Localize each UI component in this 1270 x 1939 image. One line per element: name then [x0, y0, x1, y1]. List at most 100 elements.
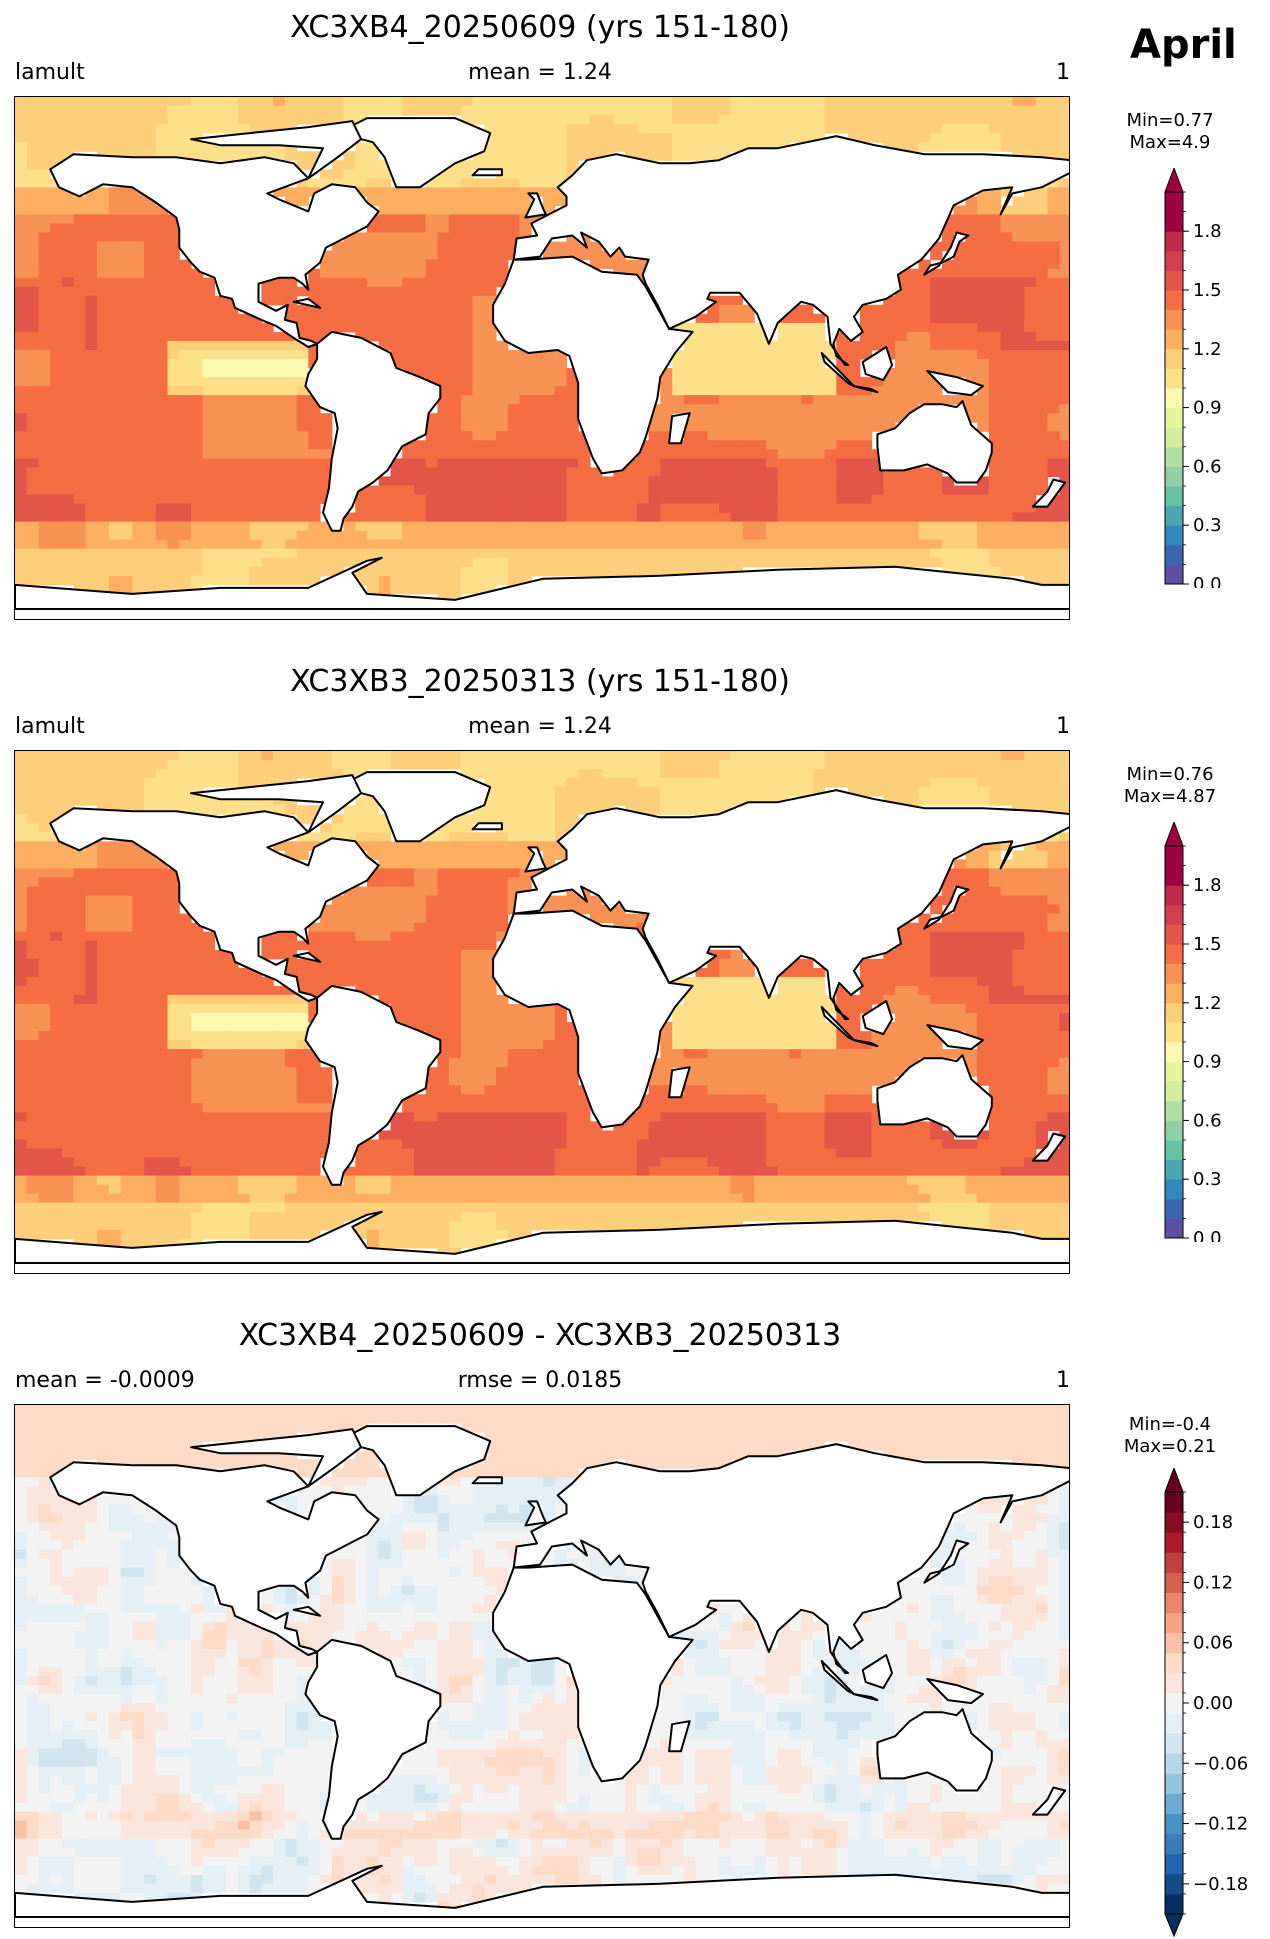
field-cell	[613, 548, 626, 559]
field-cell	[554, 760, 567, 770]
field-cell	[789, 133, 802, 143]
field-cell	[1035, 778, 1049, 788]
field-cell	[191, 377, 204, 387]
field-cell	[613, 787, 626, 797]
field-cell	[237, 530, 251, 541]
field-cell	[507, 530, 521, 541]
field-cell	[284, 313, 298, 324]
field-cell	[61, 277, 75, 288]
field-cell	[167, 976, 180, 987]
field-cell	[85, 895, 98, 906]
field-cell	[988, 268, 1002, 279]
field-cell	[484, 778, 497, 788]
field-cell	[85, 295, 98, 306]
field-cell	[1059, 868, 1069, 878]
field-cell	[73, 940, 86, 951]
field-cell	[191, 458, 204, 468]
field-cell	[1012, 877, 1025, 888]
field-cell	[824, 503, 837, 514]
field-cell	[648, 530, 661, 541]
colorbar-segment	[1165, 466, 1183, 487]
field-cell	[836, 503, 849, 514]
field-cell	[132, 850, 145, 860]
field-cell	[777, 503, 790, 514]
field-cell	[61, 967, 75, 978]
field-cell	[988, 548, 1002, 559]
field-cell	[695, 557, 708, 568]
field-cell	[730, 467, 743, 477]
field-cell	[801, 97, 814, 107]
field-cell	[507, 386, 521, 396]
field-cell	[812, 413, 826, 423]
field-cell	[1035, 967, 1049, 978]
field-cell	[484, 814, 497, 824]
field-cell	[355, 313, 368, 324]
field-cell	[402, 850, 415, 860]
field-cell	[273, 476, 286, 486]
field-cell	[460, 904, 474, 915]
field-cell	[61, 976, 75, 987]
field-cell	[953, 205, 966, 215]
field-cell	[367, 97, 380, 107]
field-cell	[507, 886, 521, 897]
field-cell	[97, 350, 110, 360]
field-cell	[155, 931, 169, 942]
field-cell	[930, 340, 943, 351]
field-cell	[554, 106, 567, 116]
field-cell	[120, 778, 133, 788]
field-cell	[460, 877, 474, 888]
field-cell	[977, 359, 990, 369]
field-cell	[202, 440, 215, 450]
field-cell	[132, 404, 145, 414]
field-cell	[977, 286, 990, 297]
field-cell	[38, 286, 51, 297]
field-cell	[38, 922, 51, 933]
field-cell	[97, 286, 110, 297]
field-cell	[331, 115, 345, 125]
field-cell	[120, 940, 133, 951]
field-cell	[965, 232, 978, 243]
field-cell	[144, 331, 157, 342]
field-cell	[120, 751, 133, 761]
field-cell	[15, 286, 28, 297]
field-cell	[38, 557, 51, 568]
field-cell	[941, 895, 955, 906]
field-cell	[777, 787, 790, 797]
field-cell	[85, 350, 98, 360]
field-cell	[742, 503, 755, 514]
field-cell	[519, 503, 532, 514]
field-cell	[85, 97, 98, 107]
field-cell	[1047, 151, 1060, 161]
field-cell	[941, 521, 955, 532]
field-cell	[449, 530, 462, 541]
field-cell	[26, 97, 39, 107]
field-cell	[355, 539, 368, 550]
field-cell	[108, 940, 122, 951]
field-cell	[789, 322, 802, 333]
field-cell	[273, 494, 286, 505]
field-cell	[871, 530, 884, 541]
field-cell	[226, 476, 239, 486]
field-cell	[472, 178, 485, 188]
field-cell	[507, 422, 521, 432]
field-cell	[507, 377, 521, 387]
field-cell	[97, 877, 110, 888]
field-cell	[988, 259, 1002, 270]
field-cell	[1024, 530, 1037, 541]
field-cell	[367, 886, 380, 897]
field-cell	[85, 467, 98, 477]
field-cell	[402, 476, 415, 486]
field-cell	[1035, 566, 1049, 577]
field-cell	[636, 548, 650, 559]
field-cell	[953, 949, 966, 960]
field-cell	[930, 958, 943, 969]
field-cell	[977, 967, 990, 978]
field-cell	[413, 467, 427, 477]
field-cell	[719, 106, 732, 116]
field-cell	[836, 557, 849, 568]
field-cell	[543, 850, 556, 860]
field-cell	[484, 832, 497, 842]
field-cell	[460, 895, 474, 906]
field-cell	[26, 458, 39, 468]
field-cell	[625, 512, 638, 523]
